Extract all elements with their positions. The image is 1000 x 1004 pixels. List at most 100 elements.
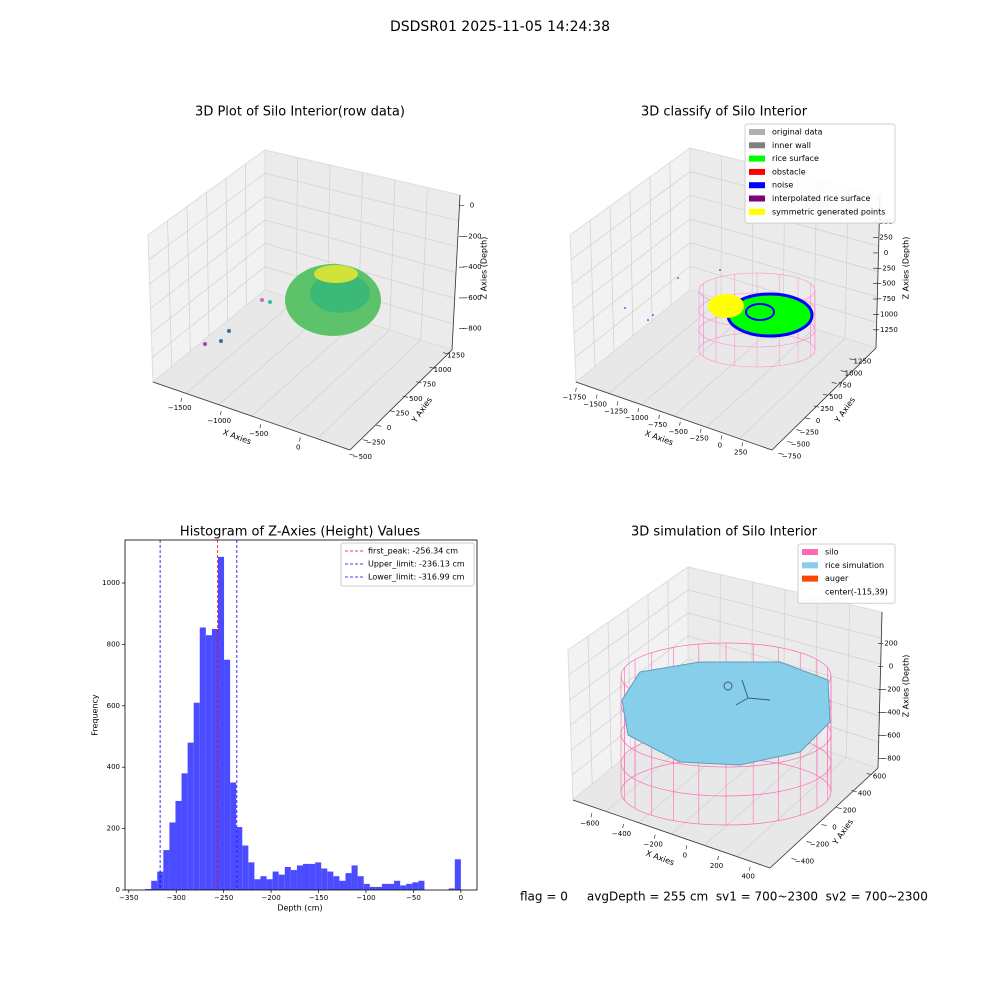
x-tick <box>741 442 744 447</box>
y-tick <box>822 393 829 396</box>
axis-line <box>877 611 883 769</box>
panel-title: 3D simulation of Silo Interior <box>631 525 818 540</box>
legend-box <box>340 542 475 587</box>
pane-grid <box>608 299 722 394</box>
bar <box>193 702 200 890</box>
x-tick-label: −300 <box>167 894 186 902</box>
z-tick-label: −500 <box>876 280 895 288</box>
y-tick-label: 750 <box>838 381 851 389</box>
x-tick <box>220 411 222 416</box>
bar <box>248 862 255 890</box>
panel-title: 3D Plot of Silo Interior(row data) <box>195 105 405 120</box>
bar <box>181 773 188 890</box>
x-tick <box>595 394 598 399</box>
bar <box>388 883 395 890</box>
x-tick-label: 0 <box>718 441 722 449</box>
y-tick-label: 0 <box>387 424 391 432</box>
bar <box>260 876 267 890</box>
cloud <box>310 273 370 313</box>
y-tick-label: −750 <box>782 452 801 460</box>
z-tick-label: −600 <box>462 294 481 302</box>
z-tick-label: 0 <box>884 249 888 257</box>
x-tick-label: 0 <box>683 851 687 859</box>
z-tick-label: −750 <box>876 295 895 303</box>
legend-label: interpolated rice surface <box>772 194 870 203</box>
bar <box>321 868 328 890</box>
y-axis-label: Frequency <box>91 694 100 736</box>
z-tick-label: −1250 <box>874 326 898 334</box>
y-tick <box>442 352 449 355</box>
z-tick-label: 0 <box>889 663 893 671</box>
y-tick-label: 0 <box>116 886 120 894</box>
y-tick <box>821 824 827 827</box>
z-tick-label: −250 <box>876 264 895 272</box>
x-tick-label: −100 <box>356 894 375 902</box>
x-tick <box>658 414 660 420</box>
pane-grid <box>704 746 815 846</box>
bar <box>242 845 249 890</box>
y-tick-label: 500 <box>409 395 422 403</box>
pane-grid <box>251 319 359 417</box>
x-tick-label: −200 <box>644 841 663 849</box>
legend-label: first_peak: -256.34 cm <box>368 547 458 556</box>
x-tick <box>685 845 688 850</box>
bar <box>363 883 370 890</box>
point <box>647 319 649 321</box>
legend-label: rice surface <box>772 154 819 163</box>
bar <box>169 822 176 890</box>
x-tick-label: −1000 <box>207 417 231 425</box>
legend-swatch <box>802 575 818 582</box>
x-tick-label: −200 <box>261 894 280 902</box>
y-tick-label: 0 <box>816 417 820 425</box>
cloud <box>314 265 358 283</box>
bar <box>418 880 425 890</box>
bar <box>400 885 407 890</box>
pane-grid <box>736 757 847 857</box>
axis-line <box>575 381 773 451</box>
panel-3d: 3D simulation of Silo Interior −600 −400 −2… <box>567 525 911 881</box>
axis-line <box>451 194 461 351</box>
legend-label: Lower_limit: -316.99 cm <box>368 573 465 582</box>
cloud <box>745 303 775 321</box>
y-tick <box>791 858 797 861</box>
y-tick <box>849 358 855 361</box>
x-tick-label: 0 <box>296 443 300 451</box>
legend-swatch <box>749 195 765 202</box>
point <box>677 277 679 279</box>
bar <box>454 859 461 890</box>
x-tick-label: 250 <box>734 448 747 456</box>
bar <box>151 880 158 890</box>
x-tick <box>679 421 681 426</box>
bar <box>211 629 218 890</box>
x-tick-label: −150 <box>309 894 328 902</box>
legend-label: original data <box>772 128 823 137</box>
bar <box>345 873 352 890</box>
auger <box>723 681 733 691</box>
legend-label: center(-115,39) <box>825 587 888 596</box>
bar <box>163 850 170 890</box>
legend-swatch <box>749 182 765 189</box>
bar <box>296 865 303 890</box>
x-tick <box>637 408 640 413</box>
z-tick-label: −200 <box>881 686 900 694</box>
x-tick <box>717 855 719 861</box>
z-tick-label: −800 <box>881 755 900 763</box>
bar <box>327 871 334 890</box>
bar <box>272 871 279 890</box>
legend-swatch <box>749 142 765 149</box>
y-tick <box>402 395 409 398</box>
x-tick <box>616 401 619 406</box>
pane-grid <box>706 328 815 428</box>
legend-swatch <box>802 562 818 569</box>
y-tick <box>806 841 812 844</box>
point <box>219 339 223 343</box>
z-tick-label: −400 <box>462 263 481 271</box>
z-axis-label: Z Axies (Depth) <box>902 237 911 300</box>
bar <box>375 886 382 890</box>
x-tick-label: −600 <box>580 819 599 827</box>
bar <box>217 556 225 890</box>
point <box>719 269 721 271</box>
legend-swatch <box>749 168 765 175</box>
x-tick-label: −1750 <box>562 394 586 402</box>
auger <box>735 679 771 706</box>
